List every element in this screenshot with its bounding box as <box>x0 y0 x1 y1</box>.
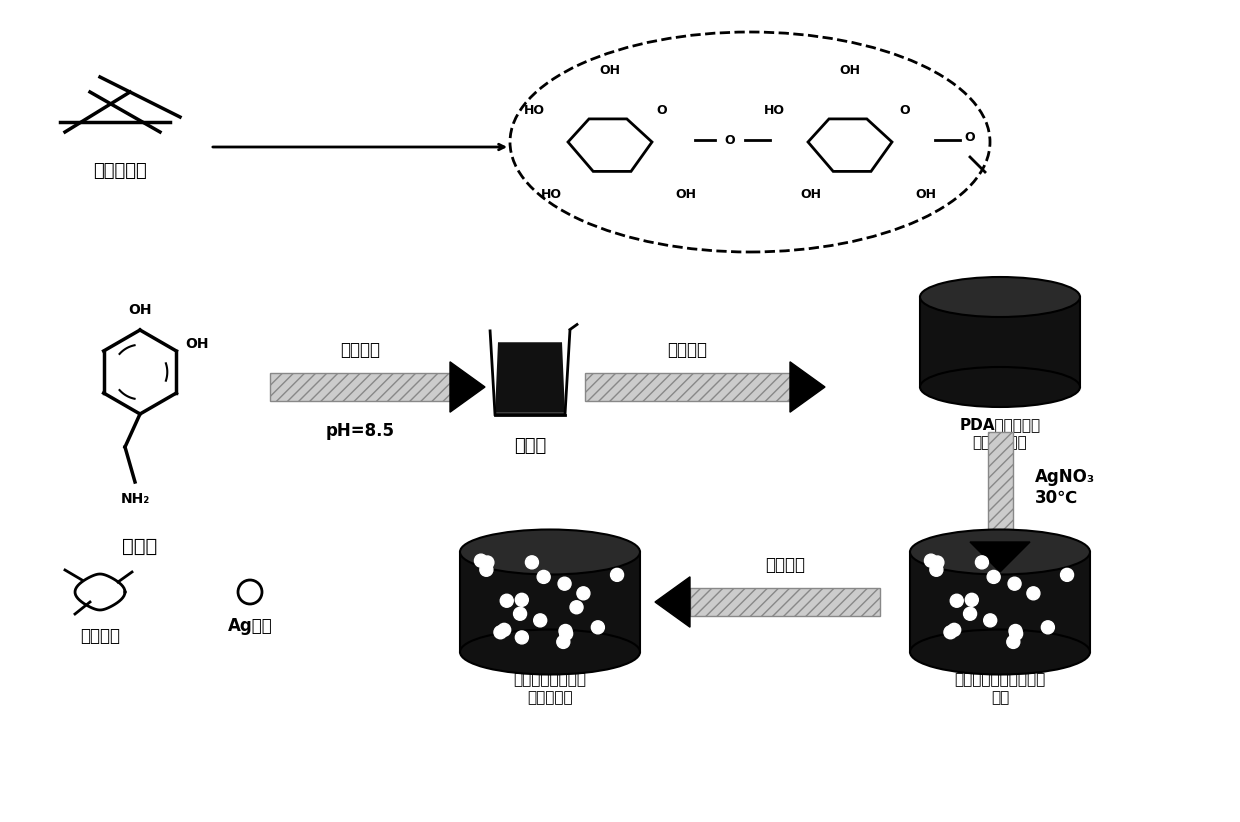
Ellipse shape <box>460 529 640 575</box>
Circle shape <box>516 631 528 644</box>
Circle shape <box>1007 635 1019 649</box>
Circle shape <box>1008 577 1021 590</box>
Circle shape <box>610 568 624 581</box>
Polygon shape <box>655 577 689 627</box>
Ellipse shape <box>910 630 1090 675</box>
Text: 冷冻干燥: 冷冻干燥 <box>667 341 708 359</box>
Circle shape <box>930 563 942 576</box>
Circle shape <box>1042 621 1054 634</box>
Circle shape <box>557 635 570 649</box>
Text: 化学镀银: 化学镀银 <box>765 556 805 574</box>
Text: O: O <box>657 104 667 117</box>
Text: 悬浮液: 悬浮液 <box>513 437 546 455</box>
Circle shape <box>500 594 513 607</box>
Circle shape <box>1060 568 1074 581</box>
Circle shape <box>570 601 583 614</box>
FancyBboxPatch shape <box>689 588 880 616</box>
Circle shape <box>965 593 978 607</box>
Ellipse shape <box>510 32 990 252</box>
Polygon shape <box>920 297 1080 387</box>
Polygon shape <box>910 552 1090 652</box>
Circle shape <box>513 607 527 621</box>
FancyBboxPatch shape <box>987 432 1013 542</box>
FancyBboxPatch shape <box>585 373 790 401</box>
Text: HO: HO <box>764 104 785 117</box>
Text: OH: OH <box>839 64 861 77</box>
Circle shape <box>558 577 572 590</box>
Circle shape <box>494 626 507 639</box>
Text: O: O <box>900 104 910 117</box>
Circle shape <box>475 554 487 567</box>
Text: pH=8.5: pH=8.5 <box>325 422 394 440</box>
Circle shape <box>1009 627 1023 640</box>
Circle shape <box>533 614 547 627</box>
Text: PDA修饰的纤维
素基多孔材料: PDA修饰的纤维 素基多孔材料 <box>960 417 1040 450</box>
Text: 聚多巴胺: 聚多巴胺 <box>81 627 120 645</box>
Circle shape <box>987 570 1001 584</box>
Text: OH: OH <box>800 187 821 201</box>
Circle shape <box>925 554 937 567</box>
Circle shape <box>947 623 961 636</box>
Circle shape <box>944 626 957 639</box>
Circle shape <box>1009 625 1022 638</box>
Text: OH: OH <box>599 64 620 77</box>
Text: 纳米纤维素: 纳米纤维素 <box>93 162 146 180</box>
Circle shape <box>516 593 528 607</box>
Ellipse shape <box>920 367 1080 407</box>
Circle shape <box>481 556 494 569</box>
Text: O: O <box>965 131 976 144</box>
Text: 带银种的纤维素基多孔
材料: 带银种的纤维素基多孔 材料 <box>955 672 1045 705</box>
Ellipse shape <box>920 277 1080 317</box>
Circle shape <box>950 594 963 607</box>
Text: OH: OH <box>675 187 696 201</box>
Text: OH: OH <box>185 337 208 351</box>
Polygon shape <box>790 362 825 412</box>
Circle shape <box>963 607 977 621</box>
Circle shape <box>537 570 551 584</box>
Text: AgNO₃
30℃: AgNO₃ 30℃ <box>1035 468 1095 506</box>
Circle shape <box>1027 587 1040 600</box>
Text: 有机硅烷: 有机硅烷 <box>340 341 379 359</box>
Circle shape <box>559 627 573 640</box>
Polygon shape <box>970 542 1030 572</box>
Text: HO: HO <box>525 104 546 117</box>
Circle shape <box>497 623 511 636</box>
Text: OH: OH <box>128 303 151 317</box>
Circle shape <box>526 556 538 569</box>
Ellipse shape <box>460 630 640 675</box>
Polygon shape <box>450 362 485 412</box>
FancyBboxPatch shape <box>270 373 450 401</box>
Text: 化学镀银的纤维素
基多孔材料: 化学镀银的纤维素 基多孔材料 <box>513 672 587 705</box>
Text: HO: HO <box>541 187 562 201</box>
Polygon shape <box>495 342 565 413</box>
Circle shape <box>238 580 262 604</box>
Circle shape <box>480 563 492 576</box>
Polygon shape <box>460 552 640 652</box>
Circle shape <box>591 621 604 634</box>
Text: OH: OH <box>915 187 936 201</box>
Text: NH₂: NH₂ <box>120 492 150 506</box>
Circle shape <box>983 614 997 627</box>
Circle shape <box>931 556 944 569</box>
Ellipse shape <box>910 529 1090 575</box>
Circle shape <box>577 587 590 600</box>
Text: Ag粒子: Ag粒子 <box>228 617 273 635</box>
Circle shape <box>559 625 572 638</box>
Text: O: O <box>724 133 735 146</box>
Text: 多巴胺: 多巴胺 <box>123 537 157 556</box>
Circle shape <box>976 556 988 569</box>
